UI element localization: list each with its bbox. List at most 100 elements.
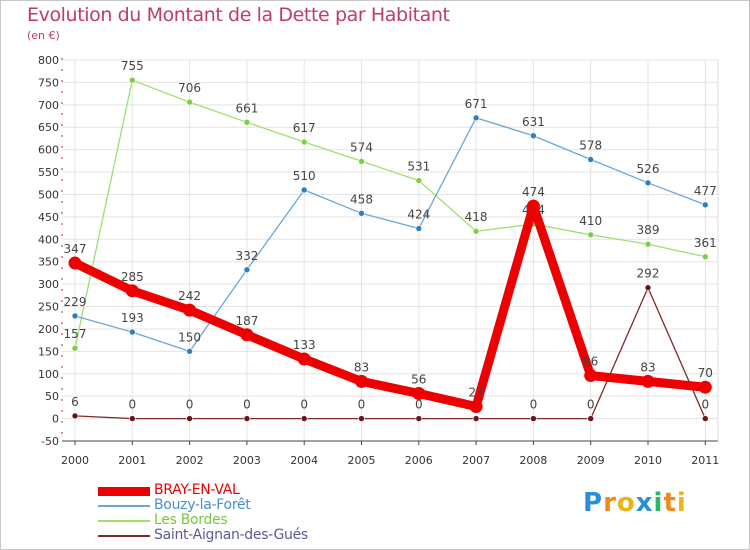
data-point-bray-en-val <box>584 369 598 383</box>
data-label-les-bordes: 574 <box>350 140 373 154</box>
y-tick-label: 600 <box>38 144 59 157</box>
data-point-saint-aignan-des-gues <box>129 415 136 422</box>
x-tick-label: 2003 <box>233 454 261 467</box>
data-point-bray-en-val <box>297 352 311 366</box>
data-label-bouzy-la-foret: 424 <box>407 208 430 222</box>
data-label-bray-en-val: 56 <box>411 372 426 386</box>
y-tick-label: 700 <box>38 99 59 112</box>
y-tick-label: 300 <box>38 278 59 291</box>
legend-label-saint-aignan-des-gues: Saint-Aignan-des-Gués <box>154 527 308 543</box>
series-line-les-bordes <box>74 79 706 349</box>
series-line-saint-aignan-des-gues <box>74 287 706 420</box>
x-tick-label: 2010 <box>634 454 662 467</box>
data-point-bouzy-la-foret <box>186 348 193 355</box>
data-label-bouzy-la-foret: 458 <box>350 192 373 206</box>
x-tick-label: 2004 <box>290 454 318 467</box>
data-label-les-bordes: 531 <box>407 160 430 174</box>
legend-label-les-bordes: Les Bordes <box>154 512 228 528</box>
legend-label-bray-en-val: BRAY-EN-VAL <box>154 482 240 498</box>
legend-item-bouzy-la-foret[interactable]: Bouzy-la-Forêt <box>98 498 358 513</box>
series-line-bouzy-la-foret <box>74 117 706 353</box>
data-point-bray-en-val <box>469 399 483 413</box>
data-label-bray-en-val: 285 <box>121 270 144 284</box>
y-tick-label: 450 <box>38 211 59 224</box>
data-label-bouzy-la-foret: 477 <box>694 184 717 198</box>
data-point-bouzy-la-foret <box>644 179 652 187</box>
data-point-les-bordes <box>701 253 709 261</box>
y-tick-label: 500 <box>38 188 59 201</box>
chart-legend: BRAY-EN-VAL Bouzy-la-Forêt Les Bordes Sa… <box>98 483 358 543</box>
data-label-saint-aignan-des-gues: 0 <box>128 398 136 412</box>
x-tick-label: 2001 <box>118 454 146 467</box>
y-tick-label: 50 <box>45 390 59 403</box>
data-point-bouzy-la-foret <box>415 225 423 232</box>
data-point-bray-en-val <box>412 386 426 400</box>
legend-item-bray-en-val[interactable]: BRAY-EN-VAL <box>98 483 358 498</box>
data-label-bouzy-la-foret: 150 <box>178 330 201 344</box>
chart-title: Evolution du Montant de la Dette par Hab… <box>27 4 450 26</box>
data-point-saint-aignan-des-gues <box>243 415 251 422</box>
data-label-saint-aignan-des-gues: 0 <box>358 398 366 412</box>
chart-unit-label: (en €) <box>27 29 60 42</box>
data-point-saint-aignan-des-gues <box>701 415 709 422</box>
data-point-bray-en-val <box>355 374 368 388</box>
data-label-saint-aignan-des-gues: 0 <box>300 398 308 412</box>
x-tick-label: 2000 <box>61 454 89 467</box>
data-label-les-bordes: 157 <box>64 327 87 341</box>
y-tick-label: 0 <box>52 413 59 426</box>
data-label-bray-en-val: 242 <box>178 289 201 303</box>
x-tick-label: 2002 <box>176 454 204 467</box>
y-tick-label: 400 <box>38 233 59 246</box>
data-point-les-bordes <box>129 76 136 84</box>
y-tick-label: 200 <box>38 323 59 336</box>
data-label-bouzy-la-foret: 332 <box>235 249 258 263</box>
data-label-bray-en-val: 347 <box>64 242 87 256</box>
data-label-saint-aignan-des-gues: 0 <box>587 398 595 412</box>
data-point-bouzy-la-foret <box>587 156 595 163</box>
data-point-les-bordes <box>415 177 423 184</box>
x-tick-label: 2005 <box>348 454 376 467</box>
data-label-les-bordes: 389 <box>637 223 660 237</box>
data-point-bray-en-val <box>125 284 139 298</box>
legend-item-saint-aignan-des-gues[interactable]: Saint-Aignan-des-Gués <box>98 528 358 543</box>
data-point-bray-en-val <box>526 199 540 213</box>
data-label-bray-en-val: 474 <box>522 185 545 199</box>
y-tick-label: 350 <box>38 256 59 269</box>
data-point-saint-aignan-des-gues <box>71 412 79 420</box>
x-tick-label: 2007 <box>462 454 490 467</box>
data-label-saint-aignan-des-gues: 0 <box>186 398 194 412</box>
logo-letter: r <box>603 488 617 518</box>
data-point-bouzy-la-foret <box>530 132 537 140</box>
data-label-bouzy-la-foret: 193 <box>121 311 144 325</box>
data-label-saint-aignan-des-gues: 6 <box>71 395 79 409</box>
data-point-bray-en-val <box>240 328 254 342</box>
legend-swatch-bray-en-val <box>98 487 150 496</box>
data-label-les-bordes: 617 <box>293 121 316 135</box>
data-label-bouzy-la-foret: 578 <box>579 139 602 153</box>
y-tick-label: 150 <box>38 345 59 358</box>
data-point-saint-aignan-des-gues <box>358 415 365 422</box>
x-tick-label: 2009 <box>577 454 605 467</box>
data-point-bray-en-val <box>68 256 82 270</box>
data-label-saint-aignan-des-gues: 0 <box>415 398 423 412</box>
data-label-les-bordes: 418 <box>465 210 488 224</box>
data-point-les-bordes <box>358 158 365 165</box>
logo-letter: x <box>635 488 654 518</box>
data-label-bray-en-val: 83 <box>640 360 655 374</box>
data-point-les-bordes <box>71 344 79 352</box>
legend-item-les-bordes[interactable]: Les Bordes <box>98 513 358 528</box>
data-point-bouzy-la-foret <box>358 209 365 217</box>
data-point-saint-aignan-des-gues <box>300 415 308 422</box>
data-point-saint-aignan-des-gues <box>472 415 480 422</box>
data-label-saint-aignan-des-gues: 0 <box>243 398 251 412</box>
data-point-saint-aignan-des-gues <box>186 415 193 422</box>
proxiti-logo: Proxiti <box>583 488 687 518</box>
data-label-bouzy-la-foret: 671 <box>465 97 488 111</box>
data-label-bouzy-la-foret: 229 <box>64 295 87 309</box>
data-label-bray-en-val: 27 <box>468 385 483 399</box>
series-line-bray-en-val <box>70 201 710 411</box>
y-tick-label: 550 <box>38 166 59 179</box>
legend-swatch-les-bordes <box>98 520 150 522</box>
logo-letter: i <box>676 488 687 518</box>
